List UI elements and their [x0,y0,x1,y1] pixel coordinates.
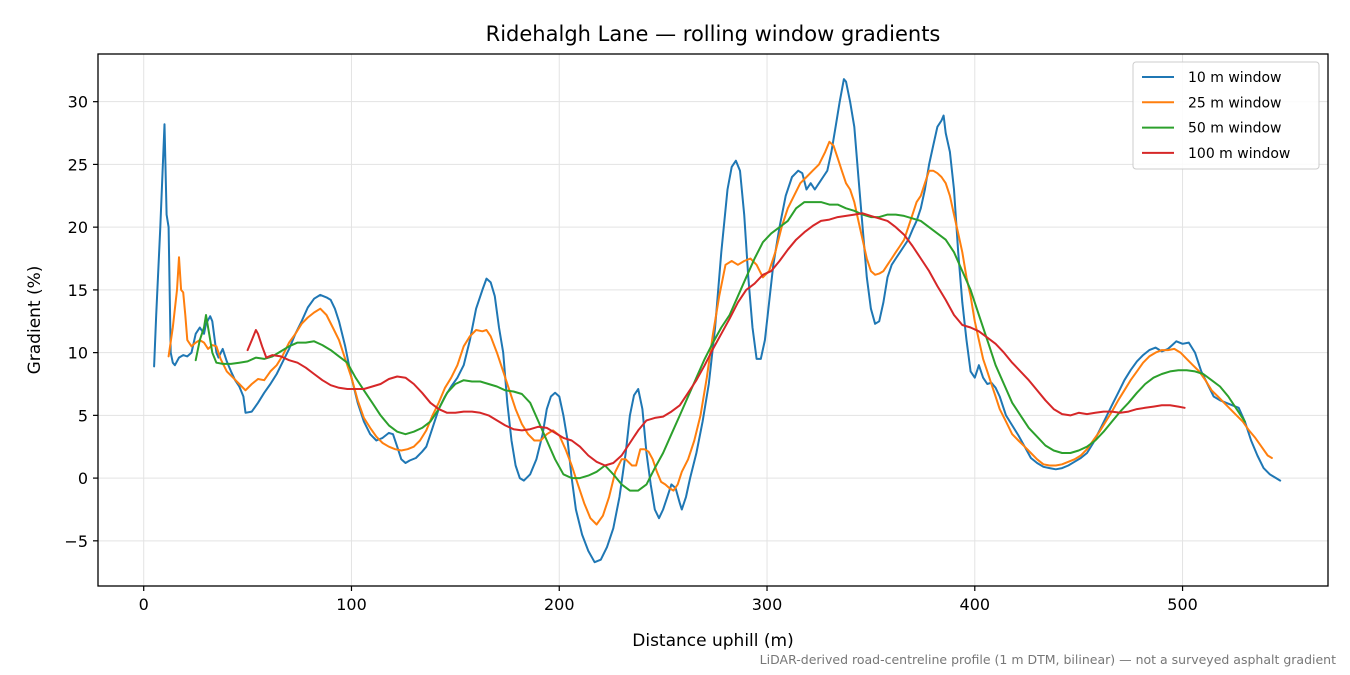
x-tick-label: 300 [752,595,783,614]
footnote: LiDAR-derived road-centreline profile (1… [760,652,1336,667]
chart-title: Ridehalgh Lane — rolling window gradient… [486,22,941,46]
legend-label-4: 100 m window [1188,146,1290,162]
y-tick-label: 20 [68,218,88,237]
series-line-3 [194,201,1246,492]
y-tick-label: 5 [78,406,88,425]
x-tick-label: 400 [960,595,991,614]
plot-frame [97,53,1329,587]
y-tick-label: 25 [68,155,88,174]
y-axis-ticks: −5 0 5 10 15 20 25 30 [64,93,98,551]
y-tick-label: 15 [68,281,88,300]
y-tick-label: −5 [64,532,88,551]
series-line-1 [153,78,1282,564]
x-axis-label: Distance uphill (m) [632,631,793,651]
legend: 10 m window 25 m window 50 m window 100 m w… [1132,61,1320,170]
legend-box [1132,61,1320,170]
y-tick-label: 0 [78,469,88,488]
legend-label-3: 50 m window [1188,121,1281,137]
y-tick-label: 30 [68,93,88,112]
series-lines [153,78,1282,564]
legend-label-1: 10 m window [1188,70,1281,86]
x-tick-label: 500 [1167,595,1198,614]
y-axis-label: Gradient (%) [25,266,45,375]
x-tick-label: 0 [139,595,149,614]
x-tick-label: 200 [544,595,575,614]
y-tick-label: 10 [68,344,88,363]
legend-label-2: 25 m window [1188,95,1281,111]
x-tick-label: 100 [336,595,367,614]
series-line-4 [246,212,1186,467]
series-line-2 [167,140,1273,526]
x-axis-ticks: 0 100 200 300 400 500 [139,586,1198,614]
